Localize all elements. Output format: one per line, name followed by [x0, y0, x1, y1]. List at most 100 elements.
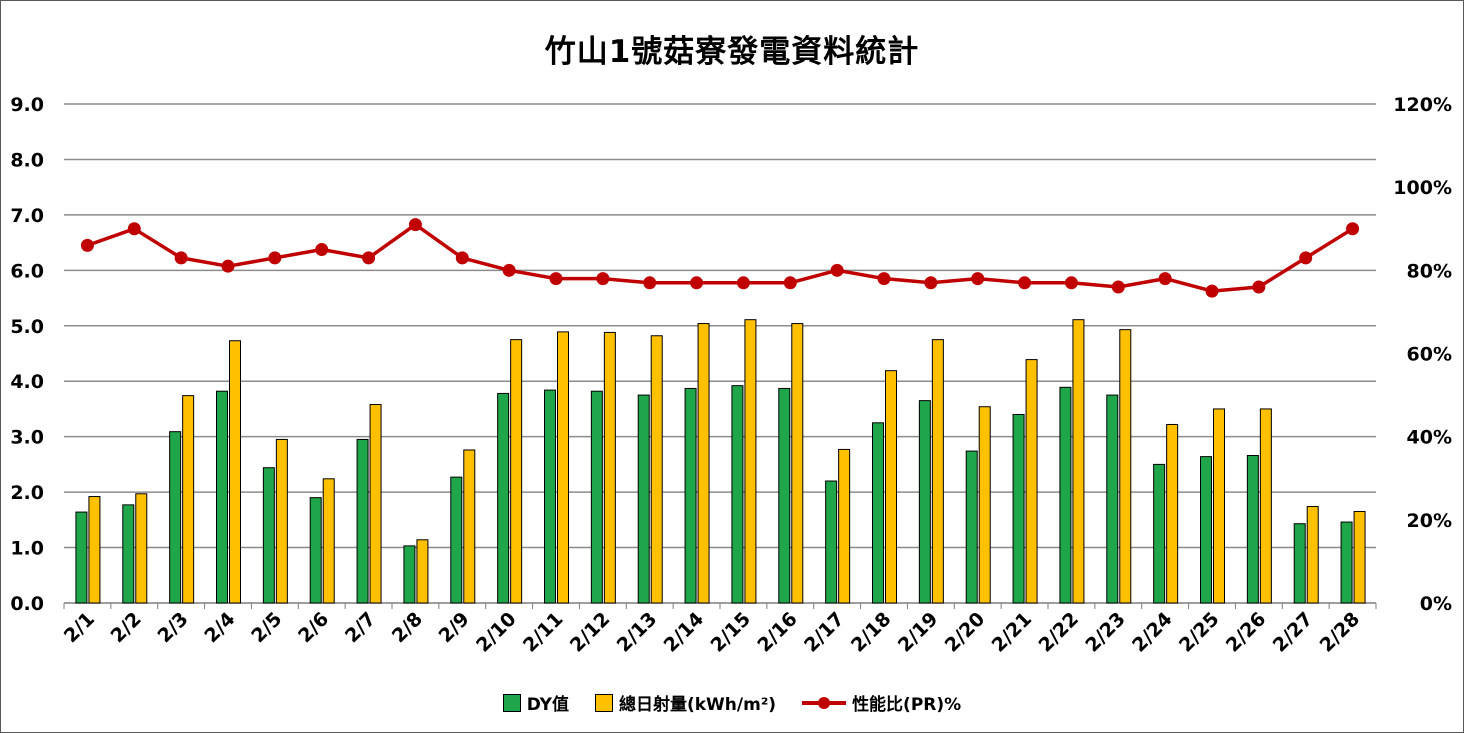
- x-tick-label: 2/7: [341, 608, 380, 647]
- pr-point: [315, 243, 329, 257]
- bar-dy: [497, 392, 510, 604]
- y-left-tick-label: 5.0: [10, 316, 44, 338]
- bar-irradiance: [791, 323, 804, 604]
- bar-irradiance: [1213, 408, 1225, 604]
- pr-point: [1205, 284, 1219, 298]
- bar-dy: [1340, 521, 1353, 604]
- bar-irradiance: [1306, 506, 1319, 604]
- y-left-tick-label: 3.0: [10, 427, 44, 449]
- x-tick-label: 2/22: [1034, 608, 1083, 657]
- pr-point: [502, 263, 516, 277]
- x-tick-label: 2/25: [1175, 608, 1224, 657]
- legend-label-pr: 性能比(PR)%: [852, 695, 962, 715]
- bar-dy: [590, 390, 603, 604]
- x-tick-label: 2/12: [566, 608, 615, 657]
- bar-dy: [965, 450, 978, 604]
- x-tick-label: 2/17: [800, 608, 849, 657]
- bar-dy: [1293, 523, 1306, 604]
- y-left-tick-label: 7.0: [10, 205, 44, 227]
- bar-irradiance: [416, 539, 429, 604]
- bar-irradiance: [838, 448, 851, 604]
- bar-dy: [216, 390, 228, 604]
- bar-irradiance: [557, 331, 569, 604]
- bar-dy: [1200, 456, 1212, 604]
- x-tick-label: 2/19: [894, 608, 943, 657]
- y-right-tick-label: 60%: [1407, 344, 1452, 366]
- pr-point: [736, 276, 750, 290]
- y-left-tick-label: 4.0: [10, 371, 44, 393]
- legend-item-irradiance: 總日射量(kWh/m²): [594, 690, 776, 715]
- y-right-tick-label: 0%: [1420, 593, 1452, 615]
- pr-point: [1299, 251, 1313, 265]
- bar-dy: [778, 387, 791, 604]
- legend: DY值 總日射量(kWh/m²) 性能比(PR)%: [0, 690, 1464, 715]
- x-tick-label: 2/1: [60, 608, 99, 647]
- pr-point: [596, 272, 610, 286]
- x-tick-label: 2/6: [294, 608, 333, 647]
- bar-dy: [75, 511, 88, 604]
- y-right-tick-label: 40%: [1407, 427, 1452, 449]
- y-right-tick-label: 20%: [1407, 510, 1452, 532]
- x-tick-label: 2/4: [200, 608, 239, 647]
- bar-dy: [403, 545, 416, 604]
- x-tick-label: 2/13: [613, 608, 662, 657]
- pr-point: [1064, 276, 1078, 290]
- legend-item-dy: DY值: [502, 690, 569, 715]
- legend-swatch-irradiance: [594, 693, 613, 712]
- pr-point: [80, 238, 94, 252]
- pr-point: [408, 218, 422, 232]
- pr-point: [174, 251, 188, 265]
- pr-point: [1252, 280, 1266, 294]
- x-tick-label: 2/27: [1269, 608, 1318, 657]
- legend-label-dy: DY值: [526, 695, 569, 715]
- y-left-tick-label: 1.0: [10, 538, 44, 560]
- bar-irradiance: [275, 438, 288, 604]
- pr-point: [643, 276, 657, 290]
- x-tick-label: 2/23: [1081, 608, 1130, 657]
- y-right-tick-label: 80%: [1407, 260, 1452, 282]
- pr-point: [783, 276, 797, 290]
- bar-irradiance: [1259, 408, 1272, 604]
- bar-irradiance: [885, 370, 897, 604]
- legend-swatch-dy: [502, 693, 521, 712]
- pr-point: [455, 251, 469, 265]
- x-tick-label: 2/26: [1222, 608, 1271, 657]
- bar-dy: [1246, 455, 1259, 604]
- bar-dy: [1153, 463, 1166, 604]
- x-tick-label: 2/3: [154, 608, 193, 647]
- bar-dy: [356, 438, 369, 604]
- y-left-tick-label: 2.0: [10, 482, 44, 504]
- x-tick-label: 2/11: [519, 608, 568, 657]
- bar-dy: [1012, 413, 1025, 604]
- bar-dy: [262, 467, 275, 604]
- legend-item-pr: 性能比(PR)%: [802, 690, 961, 715]
- bar-dy: [544, 389, 556, 604]
- bar-irradiance: [510, 339, 523, 604]
- bar-dy: [872, 422, 884, 604]
- x-tick-label: 2/14: [660, 608, 709, 657]
- bar-dy: [169, 431, 182, 604]
- x-tick-label: 2/15: [706, 608, 755, 657]
- legend-line-marker-pr: [802, 696, 847, 709]
- pr-point: [268, 251, 282, 265]
- bar-dy: [637, 394, 650, 604]
- pr-point: [221, 259, 235, 273]
- pr-point: [924, 276, 938, 290]
- y-left-tick-label: 6.0: [10, 260, 44, 282]
- bar-irradiance: [1166, 423, 1179, 604]
- bar-irradiance: [135, 493, 148, 604]
- x-tick-label: 2/21: [988, 608, 1037, 657]
- bar-irradiance: [1025, 359, 1038, 604]
- bar-dy: [731, 385, 744, 604]
- bar-irradiance: [1119, 329, 1132, 604]
- bar-dy: [825, 480, 838, 604]
- x-tick-label: 2/5: [247, 608, 286, 647]
- bar-dy: [1106, 394, 1119, 604]
- pr-point: [1018, 276, 1032, 290]
- bar-irradiance: [744, 319, 757, 604]
- pr-point: [549, 272, 563, 286]
- pr-point: [362, 251, 376, 265]
- y-left-tick-label: 9.0: [10, 94, 44, 116]
- pr-point: [830, 263, 844, 277]
